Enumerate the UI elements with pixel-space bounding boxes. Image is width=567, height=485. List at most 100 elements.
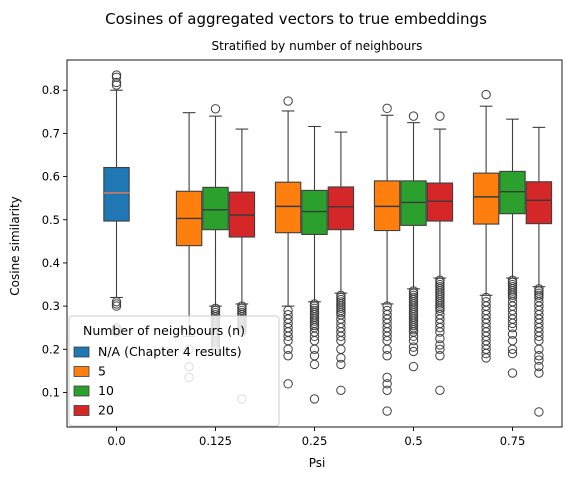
box-iqr [301, 189, 328, 235]
outlier-point [408, 325, 419, 335]
outlier-point [309, 320, 320, 331]
outlier-point [534, 286, 544, 296]
outlier-point [336, 307, 346, 318]
outlier-point [507, 344, 518, 354]
outlier-point [507, 286, 518, 296]
outlier-point [534, 331, 544, 342]
outlier-point [435, 344, 445, 354]
y-axis-label: Cosine similarity [8, 196, 22, 295]
x-tick-label: 0.75 [500, 434, 526, 448]
x-tick-label: 0.125 [199, 434, 232, 448]
box-n5-psi-0.25 [274, 96, 302, 389]
outlier-point [435, 111, 445, 121]
outlier-point [382, 372, 392, 383]
outlier-point [408, 331, 419, 342]
outlier-point [481, 353, 491, 363]
box-iqr [499, 170, 526, 215]
legend-swatch [73, 346, 90, 358]
legend-swatch [73, 366, 90, 377]
y-tick-label: 0.3 [42, 299, 60, 313]
outlier-point [534, 351, 544, 361]
legend-entry-label: N/A (Chapter 4 results) [98, 344, 242, 359]
outlier-point [336, 359, 346, 370]
chart-subtitle: Stratified by number of neighbours [212, 39, 423, 53]
chart-title: Cosines of aggregated vectors to true em… [105, 10, 487, 28]
y-tick-label: 0.1 [42, 385, 60, 399]
outlier-point [435, 351, 445, 361]
outlier-point [309, 394, 320, 404]
outlier-point [283, 344, 293, 354]
outlier-point [408, 111, 419, 121]
outlier-point [534, 355, 544, 365]
box-n20-psi-0.5 [426, 111, 454, 395]
box-n5-psi-0.75 [472, 89, 500, 363]
outlier-point [435, 333, 445, 344]
outlier-point [481, 89, 491, 100]
outlier-point [507, 322, 518, 333]
box-n10-psi-0.75 [499, 118, 526, 378]
outlier-point [336, 385, 346, 395]
outlier-point [111, 80, 122, 90]
outlier-point [309, 351, 320, 361]
legend-swatch [73, 385, 90, 397]
legend-entry-label: 20 [98, 403, 114, 418]
y-tick-label: 0.7 [42, 126, 60, 140]
outlier-point [507, 290, 518, 301]
outlier-point [210, 104, 221, 114]
box-iqr [202, 186, 229, 231]
box-n20-psi-0.25 [327, 131, 355, 395]
outlier-point [283, 331, 293, 342]
x-tick-label: 0.25 [302, 434, 328, 448]
box-iqr [103, 166, 130, 222]
outlier-point [111, 77, 122, 88]
legend-entry-label: 10 [98, 383, 114, 398]
y-tick-label: 0.4 [42, 256, 60, 270]
outlier-point [534, 344, 544, 354]
box-n10-psi-0.25 [301, 125, 328, 404]
outlier-point [534, 290, 544, 301]
legend-frame [68, 315, 280, 427]
outlier-point [309, 331, 320, 342]
box-iqr [525, 181, 553, 225]
legend: Number of neighbours (n) N/A (Chapter 4 r… [68, 315, 280, 427]
outlier-point [507, 348, 518, 359]
x-tick-label: 0.5 [404, 434, 422, 448]
box-iqr [472, 172, 500, 225]
outlier-point [435, 327, 445, 337]
legend-title: Number of neighbours (n) [83, 323, 245, 338]
outlier-point [507, 368, 518, 378]
outlier-point [408, 342, 419, 352]
outlier-point [382, 103, 392, 114]
outlier-point [283, 351, 293, 361]
box-n20-psi-0.75 [525, 126, 553, 417]
outlier-point [408, 335, 419, 346]
outlier-point [111, 297, 122, 307]
outlier-point [435, 303, 445, 313]
outlier-point [283, 96, 293, 106]
outlier-point [283, 379, 293, 389]
outlier-point [507, 329, 518, 339]
outlier-point [111, 299, 122, 309]
box-n10-psi-0.5 [400, 111, 427, 372]
outlier-point [534, 368, 544, 378]
outlier-point [309, 316, 320, 326]
box-n5-psi-0.5 [373, 103, 401, 416]
outlier-point [382, 406, 392, 416]
outlier-point [435, 340, 445, 350]
outlier-point [534, 407, 544, 417]
outlier-point [382, 351, 392, 361]
outlier-point [481, 348, 491, 359]
outlier-point [111, 72, 122, 82]
outlier-point [309, 344, 320, 354]
outlier-point [111, 301, 122, 311]
outlier-point [408, 361, 419, 372]
box-iqr [426, 182, 454, 222]
outlier-point [336, 344, 346, 354]
outlier-point [435, 322, 445, 333]
x-tick-label: 0.0 [107, 434, 125, 448]
outlier-point [435, 299, 445, 309]
y-tick-label: 0.8 [42, 83, 60, 97]
outlier-point [507, 335, 518, 346]
